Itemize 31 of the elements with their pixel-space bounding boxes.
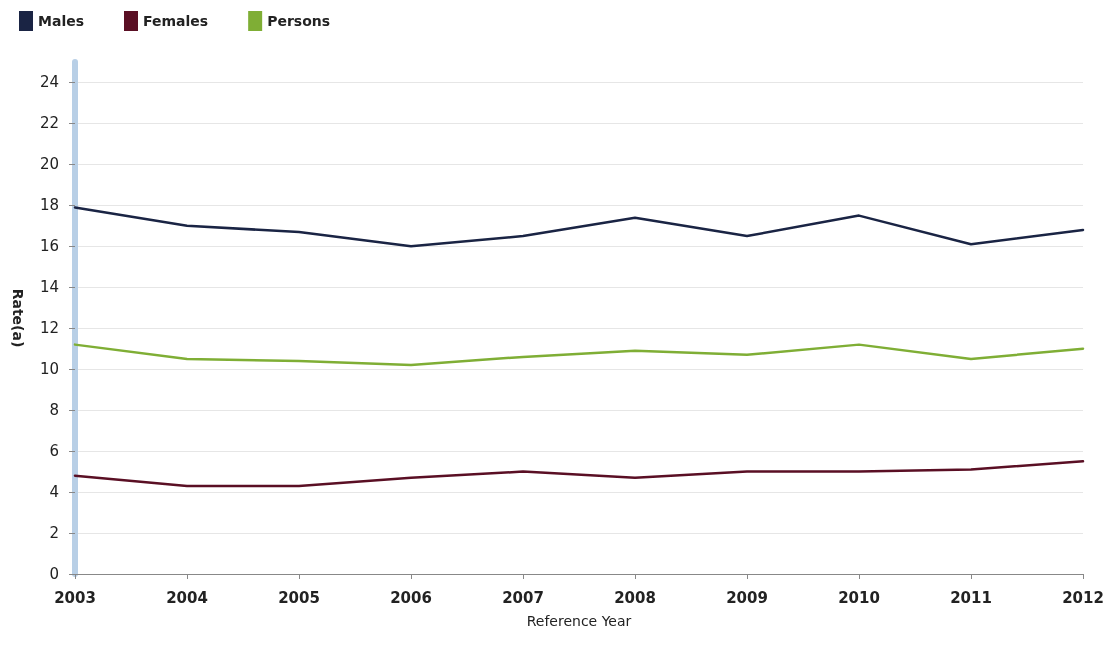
x-tick-label: 2006	[390, 588, 432, 607]
line-series	[73, 460, 1085, 488]
legend-label: Persons	[267, 13, 331, 29]
line-series	[73, 343, 1085, 367]
y-tick-label: 4	[49, 483, 59, 502]
y-tick-label: 2	[49, 524, 59, 543]
line-series	[73, 206, 1085, 248]
x-tick-label: 2004	[166, 588, 208, 607]
y-tick-label: 14	[39, 278, 59, 297]
x-tick-label: 2010	[838, 588, 880, 607]
x-tick-label: 2012	[1062, 588, 1104, 607]
x-tick-label: 2009	[726, 588, 768, 607]
y-tick-label: 22	[39, 114, 59, 133]
y-tick-label: 6	[49, 442, 59, 461]
y-tick-label: 16	[39, 237, 59, 256]
x-axis-title: Reference Year	[526, 613, 632, 629]
x-tick-label: 2007	[502, 588, 544, 607]
y-tick-label: 8	[49, 401, 59, 420]
x-tick-label: 2005	[278, 588, 320, 607]
y-tick-label: 24	[39, 73, 59, 92]
y-tick-label: 20	[39, 155, 59, 174]
x-tick-label: 2011	[950, 588, 992, 607]
y-tick-label: 10	[39, 360, 59, 379]
legend-label: Males	[38, 13, 85, 29]
legend-label: Females	[143, 13, 209, 29]
y-tick-label: 12	[39, 319, 59, 338]
y-tick-label: 0	[49, 565, 59, 583]
x-tick-label: 2008	[614, 588, 656, 607]
y-tick-label: 18	[39, 196, 59, 215]
y-axis-title: Rate(a)	[10, 288, 26, 348]
x-tick-label: 2003	[54, 588, 96, 607]
